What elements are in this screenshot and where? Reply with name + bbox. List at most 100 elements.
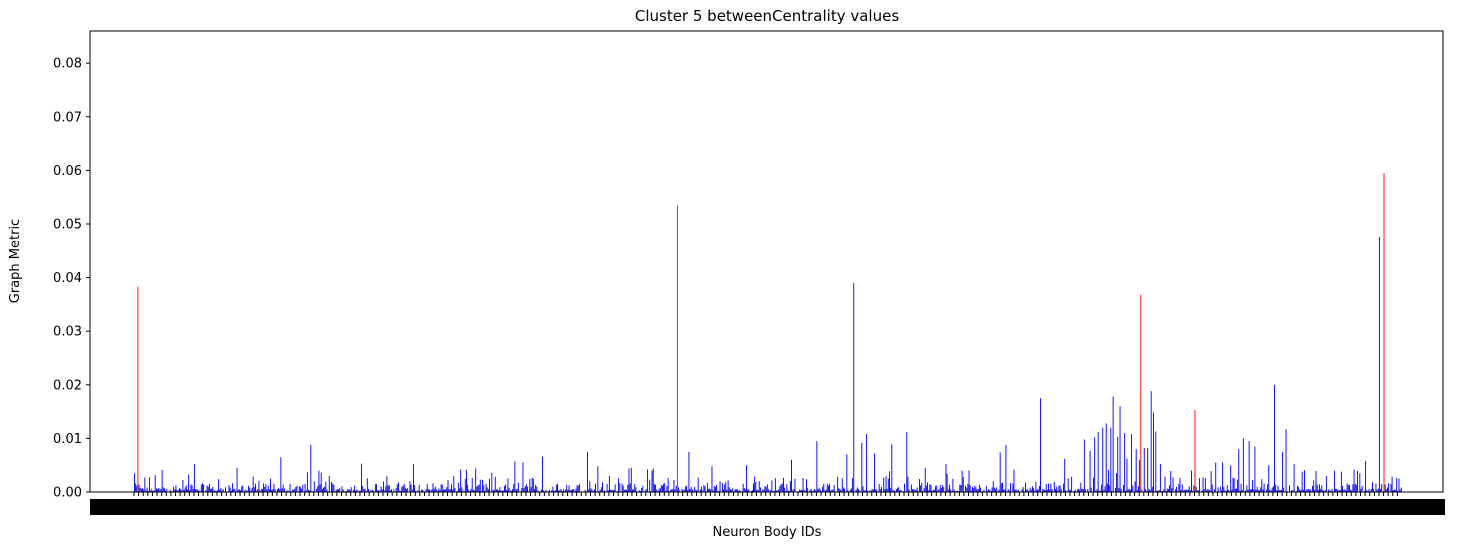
bar [409, 481, 411, 492]
bar [1060, 489, 1062, 492]
bar [628, 468, 630, 492]
bar [889, 471, 890, 492]
bar [619, 483, 621, 492]
bar [801, 490, 803, 492]
bar [904, 483, 905, 492]
bar [765, 486, 767, 492]
bar [1051, 489, 1053, 492]
bar [802, 478, 804, 492]
bar [938, 489, 940, 492]
bar [493, 489, 495, 492]
bar [491, 472, 493, 492]
bar [1252, 480, 1254, 492]
bar [1399, 489, 1401, 492]
bar [1397, 490, 1399, 492]
bar [1207, 489, 1209, 492]
bar [143, 489, 145, 492]
bar [532, 478, 534, 492]
bar [252, 476, 254, 492]
bar [939, 484, 941, 492]
bar [1087, 488, 1089, 492]
bar [495, 489, 497, 492]
bar [1317, 489, 1319, 492]
bar [870, 490, 872, 492]
bar [1164, 476, 1166, 492]
bar [1304, 470, 1305, 492]
bar [446, 487, 448, 492]
bar [1166, 488, 1168, 492]
bar [199, 490, 201, 492]
bar [689, 489, 691, 492]
bar [1171, 488, 1173, 492]
bar [228, 485, 230, 492]
bar [139, 487, 141, 492]
bar [514, 461, 516, 492]
bar [567, 489, 569, 492]
bar [709, 488, 711, 492]
y-ticks-group: 0.00 0.01 0.02 0.03 0.04 0.05 0.06 0.07 0.08 [53, 57, 90, 501]
bar [402, 485, 404, 492]
bar [370, 489, 372, 492]
bar [872, 489, 874, 492]
bar [572, 489, 573, 492]
bar [1078, 489, 1079, 492]
bar [288, 490, 290, 492]
bar [198, 490, 200, 492]
bar [189, 490, 191, 492]
bar [930, 485, 932, 492]
bar [293, 489, 294, 492]
bar [148, 477, 150, 492]
bar [693, 490, 694, 492]
bar [1236, 488, 1237, 492]
bar [846, 454, 848, 492]
bar [685, 486, 686, 492]
bar [614, 484, 616, 492]
bar [382, 481, 384, 492]
bar [356, 489, 358, 492]
bar [484, 490, 486, 492]
bar [1289, 485, 1290, 492]
bar [287, 490, 289, 492]
bar [671, 489, 673, 492]
bar [504, 486, 505, 492]
bar [1184, 490, 1186, 492]
bar [1168, 488, 1169, 492]
bar [1102, 427, 1104, 492]
bar [291, 489, 293, 492]
bar [929, 484, 931, 492]
bar [1275, 484, 1277, 492]
bar [427, 489, 429, 492]
bar [1337, 489, 1339, 492]
bar [1106, 483, 1108, 492]
bar [716, 484, 718, 492]
bar [529, 478, 531, 492]
bar [1383, 173, 1385, 493]
bar [885, 476, 887, 492]
bar [788, 490, 790, 492]
bar [1249, 489, 1251, 492]
bar [611, 490, 613, 492]
bar [706, 482, 708, 492]
bar [755, 482, 757, 492]
bar [276, 489, 278, 492]
bar [837, 476, 839, 492]
bar [1159, 464, 1161, 492]
bar [1022, 487, 1024, 492]
bar [1181, 484, 1183, 492]
bar [1045, 484, 1047, 492]
bar [155, 488, 157, 492]
bar [626, 489, 628, 492]
bar [1124, 433, 1126, 492]
bar [884, 489, 886, 492]
bar [414, 484, 416, 492]
bar [659, 488, 661, 492]
bar [1095, 490, 1097, 492]
bar [1068, 489, 1070, 492]
bar [212, 487, 214, 492]
bar [1292, 490, 1294, 492]
bar [231, 483, 233, 492]
bar [1043, 489, 1045, 492]
bar [218, 479, 220, 492]
bar [483, 485, 485, 492]
bar [364, 488, 366, 492]
